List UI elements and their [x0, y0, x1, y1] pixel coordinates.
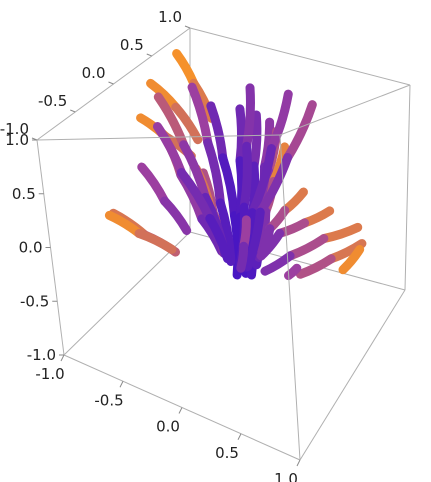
stream-segment	[179, 140, 210, 202]
stream-line-0	[137, 162, 192, 235]
stream-lines	[104, 49, 367, 281]
stream-segment	[236, 241, 249, 273]
y-tick-label-mark	[70, 109, 76, 113]
z-tick-label: -0.5	[20, 292, 49, 310]
stream-segment	[205, 213, 233, 264]
y-tick-label: -1.0	[0, 120, 29, 138]
stream-line-17	[338, 245, 365, 275]
stream-line-14	[256, 206, 335, 261]
stream-segment	[295, 254, 336, 279]
stream-segment	[176, 167, 215, 223]
box-edge	[189, 27, 411, 86]
z-tick-label: 0.5	[12, 185, 36, 203]
stream-segment	[283, 100, 317, 163]
x-tick-label: -1.0	[35, 365, 64, 383]
stream-segment	[153, 92, 189, 150]
stream-segment	[255, 153, 293, 217]
z-tick-label: -1.0	[27, 346, 56, 364]
stream-line-3	[104, 210, 177, 254]
stream-segment	[266, 89, 293, 154]
x-tick-label-mark	[237, 433, 242, 440]
box-edge	[36, 134, 281, 141]
stream-line-26	[236, 215, 251, 273]
y-tick-label-mark	[146, 53, 152, 57]
x-tick-label-mark	[296, 459, 301, 467]
z-tick-label: 1.0	[5, 131, 29, 149]
stream-segment	[187, 82, 213, 148]
x-tick-label-mark	[119, 381, 124, 388]
y-tick-label: -0.5	[38, 92, 67, 110]
y-tick-label-mark	[31, 137, 38, 141]
box-edge	[299, 289, 406, 461]
stream-line-18	[283, 263, 302, 281]
box-edge	[404, 84, 411, 291]
stream-segment	[134, 228, 177, 254]
stream-segment	[172, 49, 199, 88]
x-tick-label: 0.5	[215, 444, 239, 462]
z-tick-label: 0.0	[19, 239, 43, 257]
box-edge	[279, 134, 301, 461]
stream-segment	[235, 104, 247, 166]
y-tick-label: 0.0	[82, 64, 106, 82]
stream-segment	[160, 196, 192, 235]
stream-segment	[243, 207, 265, 271]
plot-box-front-edges	[36, 27, 411, 461]
box-edge	[279, 84, 411, 136]
stream-segment	[338, 245, 365, 275]
stream-segment	[283, 263, 302, 281]
stream-segment	[249, 110, 262, 171]
stream-segment	[203, 138, 225, 208]
y-tick-label-mark	[108, 81, 114, 85]
stream-line-25	[243, 100, 317, 271]
stream-segment	[285, 234, 329, 261]
y-tick-label-mark	[184, 25, 191, 29]
x-tick-label: -0.5	[94, 391, 123, 409]
stream-line-27	[152, 122, 233, 264]
stream-line-15	[260, 222, 363, 276]
stream-segment	[218, 153, 239, 221]
y-tick-label: 1.0	[158, 8, 182, 26]
stream-segment	[137, 162, 170, 206]
stream-segment	[319, 222, 363, 244]
stream-segment	[242, 83, 255, 151]
y-tick-label: 0.5	[120, 36, 144, 54]
x-tick-label-mark	[178, 407, 183, 414]
axis-ticks: -1.0-0.50.00.51.0-1.0-0.50.00.51.0-1.0-0…	[0, 8, 301, 482]
stream-segment	[247, 144, 276, 218]
x-tick-label: 0.0	[156, 418, 180, 436]
stream-segment	[260, 251, 295, 276]
x-tick-label-mark	[60, 354, 65, 362]
stream-segment	[239, 141, 252, 212]
stream-segment	[256, 228, 285, 261]
x-tick-label: 1.0	[274, 470, 298, 482]
